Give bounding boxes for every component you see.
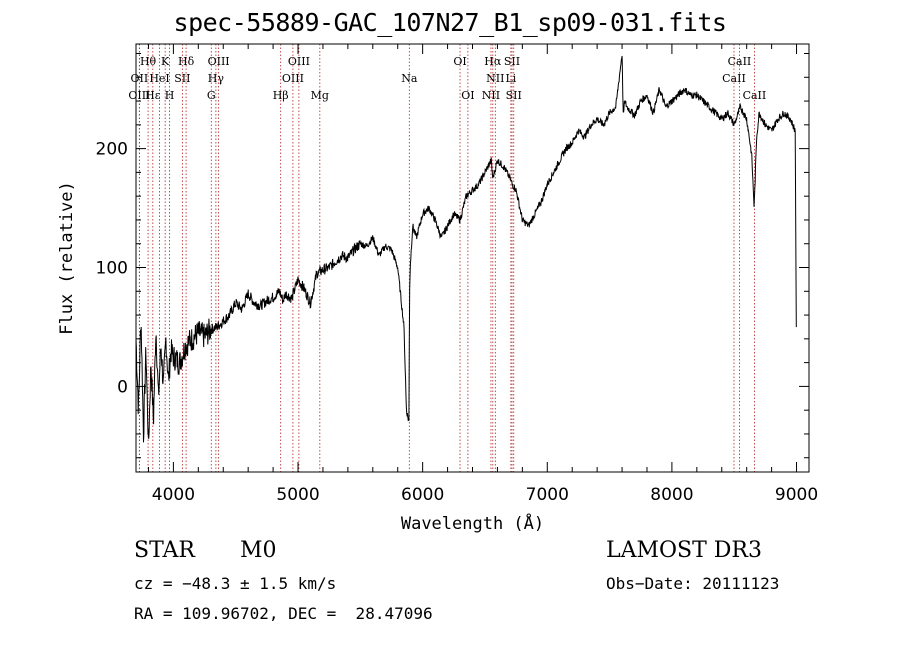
y-axis-title: Flux (relative) (57, 181, 77, 335)
line-label: NII (482, 89, 500, 102)
line-label: OII (131, 72, 149, 85)
object-subclass: M0 (240, 538, 277, 563)
line-label: Li (505, 72, 516, 85)
line-label: Hα (484, 55, 502, 68)
line-label: G (207, 89, 216, 102)
line-label: OI (461, 89, 474, 102)
line-label: H (165, 89, 175, 102)
line-label: CaII (722, 72, 746, 85)
line-label: HeI (149, 72, 169, 85)
coordinates: RA = 109.96702, DEC = 28.47096 (134, 604, 433, 623)
line-label: Mg (311, 89, 329, 102)
survey-name: LAMOST DR3 (606, 538, 762, 563)
line-label: Na (401, 72, 418, 85)
plot-layer: Hθ OII OIII K HeI Hε Hδ SII H OIII Hγ G OIII OIII Hβ Mg… (57, 43, 818, 534)
line-label: OIII (282, 72, 304, 85)
line-label: OIII (128, 89, 150, 102)
y-tick-label: 100 (96, 259, 128, 279)
line-label: Hγ (208, 72, 225, 85)
x-tick-label: 4000 (152, 485, 195, 505)
line-label: OIII (208, 55, 230, 68)
x-tick-label: 5000 (276, 485, 319, 505)
line-label: K (161, 55, 170, 68)
plot-frame (135, 43, 810, 473)
x-tick-label: 8000 (650, 485, 693, 505)
line-label: OIII (288, 55, 310, 68)
line-label: Hβ (273, 89, 289, 102)
y-tick-label: 200 (96, 140, 128, 160)
line-label: SII (174, 72, 190, 85)
chart-title: spec-55889-GAC_107N27_B1_sp09-031.fits (173, 8, 727, 37)
y-tick-label: 0 (117, 377, 128, 397)
line-label: SII (506, 89, 522, 102)
object-class: STAR (134, 538, 195, 563)
line-label: Hδ (178, 55, 195, 68)
line-label: Hε (145, 89, 161, 102)
x-axis-title: Wavelength (Å) (401, 512, 544, 534)
x-tick-label: 7000 (526, 485, 569, 505)
x-tick-label: 9000 (775, 485, 818, 505)
line-label: CaII (728, 55, 752, 68)
line-label: Hθ (140, 55, 157, 68)
x-tick-label: 6000 (401, 485, 444, 505)
line-label: NII (486, 72, 504, 85)
line-label: CaII (743, 89, 767, 102)
obs-date: Obs−Date: 20111123 (606, 574, 780, 593)
velocity-readout: cz = −48.3 ± 1.5 km/s (134, 574, 337, 593)
line-label: SII (504, 55, 520, 68)
spectrum-line (135, 55, 797, 443)
line-label: OI (453, 55, 466, 68)
